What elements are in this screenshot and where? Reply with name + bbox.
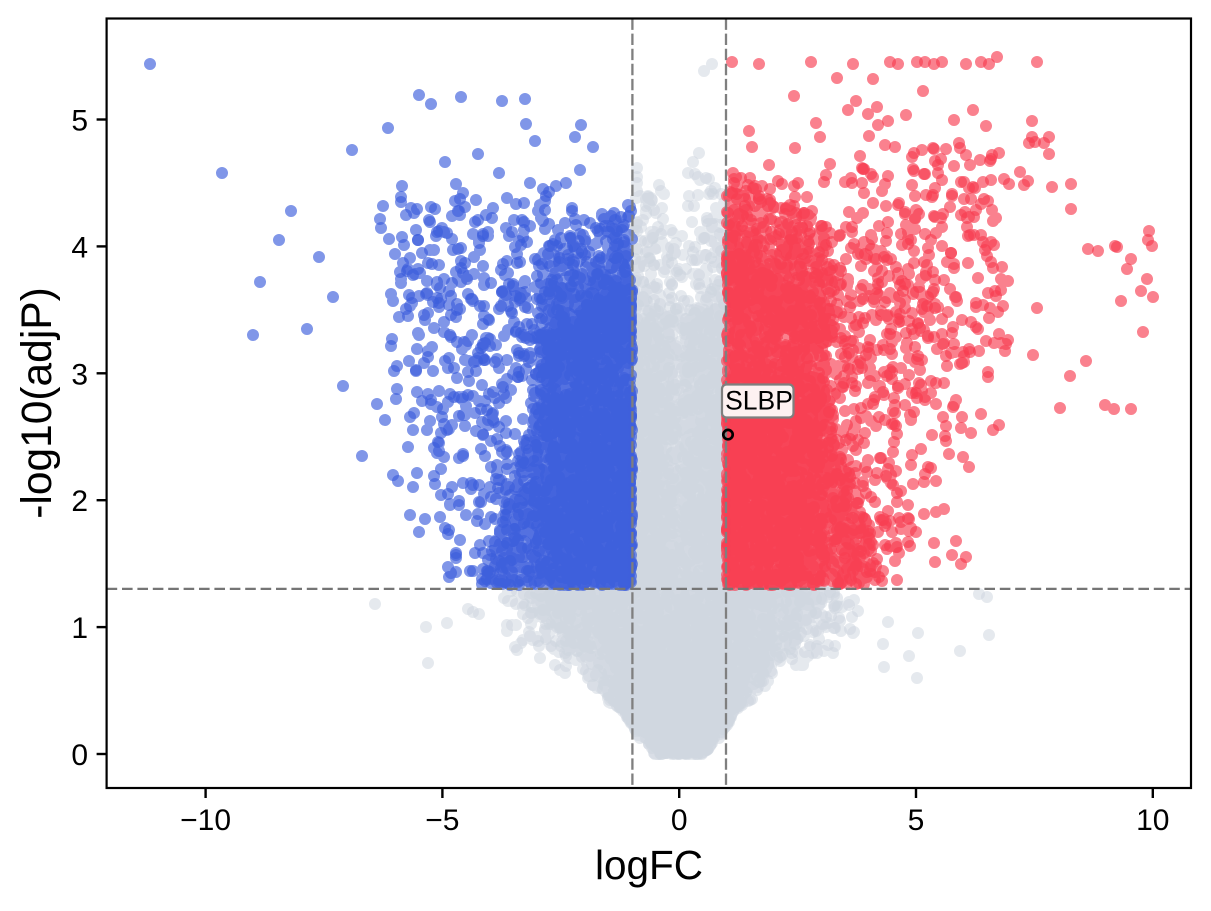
- svg-text:2: 2: [71, 485, 88, 518]
- svg-text:5: 5: [71, 105, 88, 138]
- svg-text:-log10(adjP): -log10(adjP): [14, 287, 61, 519]
- svg-text:4: 4: [71, 231, 88, 264]
- svg-text:3: 3: [71, 358, 88, 391]
- svg-text:−10: −10: [180, 804, 231, 837]
- svg-text:logFC: logFC: [595, 842, 703, 888]
- svg-text:5: 5: [908, 804, 925, 837]
- svg-text:−5: −5: [425, 804, 459, 837]
- svg-text:0: 0: [71, 739, 88, 772]
- svg-text:10: 10: [1136, 804, 1169, 837]
- svg-text:1: 1: [71, 612, 88, 645]
- svg-text:SLBP: SLBP: [725, 386, 793, 416]
- svg-text:0: 0: [671, 804, 688, 837]
